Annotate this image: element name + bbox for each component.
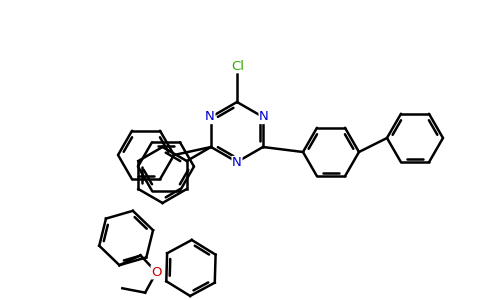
Text: Cl: Cl: [231, 59, 244, 73]
Text: N: N: [205, 110, 215, 124]
Text: O: O: [151, 266, 162, 279]
Text: N: N: [259, 110, 269, 124]
Text: N: N: [232, 157, 242, 169]
